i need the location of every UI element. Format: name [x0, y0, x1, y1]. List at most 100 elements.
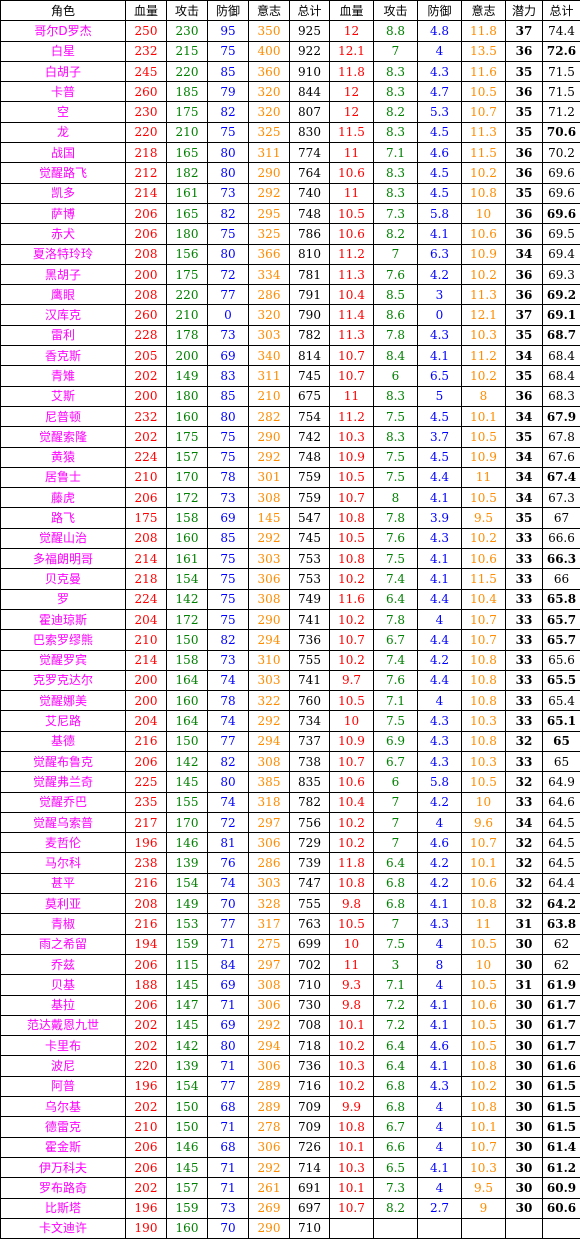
- hp-value: 194: [126, 934, 167, 954]
- growth-total: 65.4: [543, 691, 580, 711]
- hp-value: 238: [126, 853, 167, 873]
- hp-value: 214: [126, 650, 167, 670]
- character-name: 艾尼路: [1, 711, 126, 731]
- attack-value: 115: [167, 954, 208, 974]
- will-value: 350: [249, 21, 290, 41]
- will-growth: 10.5: [462, 427, 506, 447]
- will-growth: 10.8: [462, 183, 506, 203]
- potential-value: 30: [506, 1056, 543, 1076]
- character-name: 贝克曼: [1, 569, 126, 589]
- attack-growth: 7.5: [374, 934, 418, 954]
- hp-growth: 11.3: [330, 264, 374, 284]
- attack-value: 170: [167, 812, 208, 832]
- hp-growth: 11.8: [330, 853, 374, 873]
- character-name: 凯多: [1, 183, 126, 203]
- hp-growth: 10.7: [330, 346, 374, 366]
- character-name: 基德: [1, 731, 126, 751]
- will-value: 294: [249, 630, 290, 650]
- will-value: 328: [249, 894, 290, 914]
- attack-growth: 7.6: [374, 670, 418, 690]
- defense-value: 70: [208, 894, 249, 914]
- hp-growth: 10.2: [330, 1036, 374, 1056]
- attack-value: 170: [167, 467, 208, 487]
- hp-value: 202: [126, 1036, 167, 1056]
- hp-growth: 10.9: [330, 447, 374, 467]
- will-growth: 11.6: [462, 61, 506, 81]
- defense-value: 73: [208, 325, 249, 345]
- potential-value: 30: [506, 1076, 543, 1096]
- will-growth: 10.5: [462, 82, 506, 102]
- will-growth: 10.7: [462, 1137, 506, 1157]
- attack-value: 159: [167, 934, 208, 954]
- attack-growth: 8: [374, 488, 418, 508]
- defense-growth: 3: [418, 285, 462, 305]
- defense-growth: 4.3: [418, 731, 462, 751]
- character-name: 青椒: [1, 914, 126, 934]
- potential-value: 33: [506, 528, 543, 548]
- potential-value: 32: [506, 833, 543, 853]
- attack-growth: 7.8: [374, 609, 418, 629]
- will-growth: 10: [462, 954, 506, 974]
- potential-value: 35: [506, 508, 543, 528]
- character-name: 觉醒乔巴: [1, 792, 126, 812]
- defense-growth: 4.1: [418, 995, 462, 1015]
- character-name: 鹰眼: [1, 285, 126, 305]
- hp-growth: 10.4: [330, 285, 374, 305]
- will-value: 308: [249, 488, 290, 508]
- hp-growth: 10.8: [330, 873, 374, 893]
- will-growth: 10.2: [462, 1076, 506, 1096]
- growth-total: 69.6: [543, 163, 580, 183]
- hp-growth: 10.2: [330, 650, 374, 670]
- attack-growth: 8.3: [374, 163, 418, 183]
- attack-value: 149: [167, 366, 208, 386]
- column-header: 总计: [290, 1, 330, 21]
- total-value: 755: [290, 894, 330, 914]
- defense-growth: 2.7: [418, 1198, 462, 1218]
- attack-value: 142: [167, 1036, 208, 1056]
- growth-total: 67.8: [543, 427, 580, 447]
- potential-value: 32: [506, 853, 543, 873]
- attack-value: 160: [167, 691, 208, 711]
- defense-value: 0: [208, 305, 249, 325]
- attack-value: 200: [167, 346, 208, 366]
- defense-value: 71: [208, 1056, 249, 1076]
- will-growth: 10.8: [462, 670, 506, 690]
- growth-total: 64.9: [543, 772, 580, 792]
- hp-value: 202: [126, 427, 167, 447]
- total-value: 810: [290, 244, 330, 264]
- attack-value: 147: [167, 995, 208, 1015]
- attack-value: 146: [167, 1137, 208, 1157]
- character-name: 伊万科夫: [1, 1157, 126, 1177]
- potential-value: 36: [506, 285, 543, 305]
- hp-growth: 10.2: [330, 812, 374, 832]
- defense-value: 82: [208, 102, 249, 122]
- attack-value: 150: [167, 1117, 208, 1137]
- hp-growth: 11: [330, 143, 374, 163]
- will-growth: 10.5: [462, 975, 506, 995]
- character-name: 白胡子: [1, 61, 126, 81]
- hp-value: 210: [126, 630, 167, 650]
- character-name: 黄猿: [1, 447, 126, 467]
- defense-growth: 4.3: [418, 711, 462, 731]
- attack-growth: 8.6: [374, 305, 418, 325]
- defense-value: 77: [208, 914, 249, 934]
- defense-value: 69: [208, 975, 249, 995]
- growth-total: 61.5: [543, 1076, 580, 1096]
- total-value: 764: [290, 163, 330, 183]
- hp-growth: [330, 1218, 374, 1238]
- will-value: 308: [249, 975, 290, 995]
- will-value: 303: [249, 670, 290, 690]
- column-header: 防御: [208, 1, 249, 21]
- potential-value: 30: [506, 1015, 543, 1035]
